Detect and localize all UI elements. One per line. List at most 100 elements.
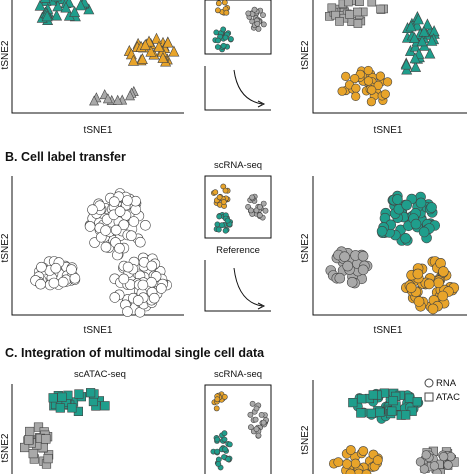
data-point <box>375 407 385 417</box>
legend-atac-label: ATAC <box>436 392 460 403</box>
data-point <box>60 1 72 13</box>
data-point <box>67 403 77 413</box>
data-point <box>400 233 411 244</box>
panel-b-right-axes <box>312 176 467 316</box>
data-point <box>25 426 35 437</box>
data-point <box>55 403 65 413</box>
data-point <box>114 243 125 254</box>
panel-a-arrow-axes <box>204 66 271 111</box>
data-point <box>339 251 350 263</box>
data-point <box>253 405 260 412</box>
data-point <box>52 0 64 12</box>
data-point <box>343 0 353 7</box>
data-point <box>424 47 436 59</box>
data-point <box>410 60 422 72</box>
panel-b-right-points <box>325 190 460 315</box>
data-point <box>57 276 69 288</box>
data-point <box>372 455 383 466</box>
data-point <box>357 394 367 404</box>
data-point <box>412 13 424 25</box>
data-point <box>100 241 112 253</box>
data-point <box>357 250 369 262</box>
data-point <box>363 76 374 86</box>
data-point <box>260 21 267 28</box>
data-point <box>254 20 261 27</box>
data-point <box>245 10 252 17</box>
data-point <box>41 434 51 444</box>
data-point <box>433 277 444 289</box>
data-point <box>221 0 228 6</box>
data-point <box>361 469 372 474</box>
data-point <box>426 34 438 46</box>
panel-b-right-xlabel: tSNE1 <box>374 325 403 336</box>
data-point <box>387 406 397 416</box>
data-point <box>253 426 260 432</box>
data-point <box>248 207 254 214</box>
data-point <box>156 283 167 294</box>
data-point <box>157 51 169 63</box>
data-point <box>139 39 151 51</box>
data-point <box>24 435 34 445</box>
data-point <box>351 91 361 101</box>
panel-a-left-points <box>34 0 180 106</box>
data-point <box>353 19 363 28</box>
data-point <box>43 453 53 464</box>
data-point <box>333 457 344 468</box>
data-point <box>215 461 222 467</box>
data-point <box>427 303 439 315</box>
data-point <box>151 32 162 44</box>
panel-b-arrowhead <box>257 302 266 310</box>
panel-a-arrow <box>233 69 263 105</box>
data-point <box>118 219 130 231</box>
data-point <box>409 32 420 44</box>
data-point <box>357 264 369 276</box>
data-point <box>346 276 358 288</box>
data-point <box>247 424 254 431</box>
panel-b-arrow <box>233 267 263 307</box>
data-point <box>410 218 422 230</box>
panel-a-left-axes <box>11 0 184 114</box>
panel-c-inset-label: scRNA-seq <box>214 369 262 380</box>
data-point <box>412 268 424 280</box>
data-point <box>227 36 234 42</box>
data-point <box>405 282 417 294</box>
data-point <box>214 448 221 455</box>
data-point <box>114 206 126 217</box>
data-point <box>135 236 146 248</box>
panel-b-right-ylabel: tSNE2 <box>300 233 311 262</box>
data-point <box>100 225 111 236</box>
data-point <box>350 73 360 84</box>
data-point <box>358 446 369 456</box>
data-point <box>89 95 100 106</box>
data-point <box>84 221 96 232</box>
data-point <box>39 0 51 3</box>
data-point <box>50 262 62 274</box>
data-point <box>222 34 229 41</box>
data-point <box>383 77 393 87</box>
panel-a-right-points <box>325 0 440 107</box>
panel-a-right-axes <box>312 0 467 114</box>
data-point <box>363 65 373 76</box>
data-point <box>429 461 440 471</box>
legend-circle-icon <box>424 378 434 388</box>
data-point <box>373 80 383 90</box>
data-point <box>213 29 220 36</box>
data-point <box>48 277 60 289</box>
data-point <box>66 264 77 275</box>
data-point <box>213 405 220 412</box>
panel-b-inset-caption: Reference <box>216 245 260 256</box>
data-point <box>214 396 221 403</box>
data-point <box>122 306 133 317</box>
data-point <box>216 213 223 220</box>
data-point <box>353 7 362 17</box>
data-point <box>128 216 140 227</box>
data-point <box>222 446 228 453</box>
data-point <box>137 279 149 291</box>
panel-c-left-label: scATAC-seq <box>74 369 126 380</box>
data-point <box>400 58 412 70</box>
data-point <box>218 222 225 229</box>
data-point <box>401 410 411 420</box>
data-point <box>86 388 96 398</box>
